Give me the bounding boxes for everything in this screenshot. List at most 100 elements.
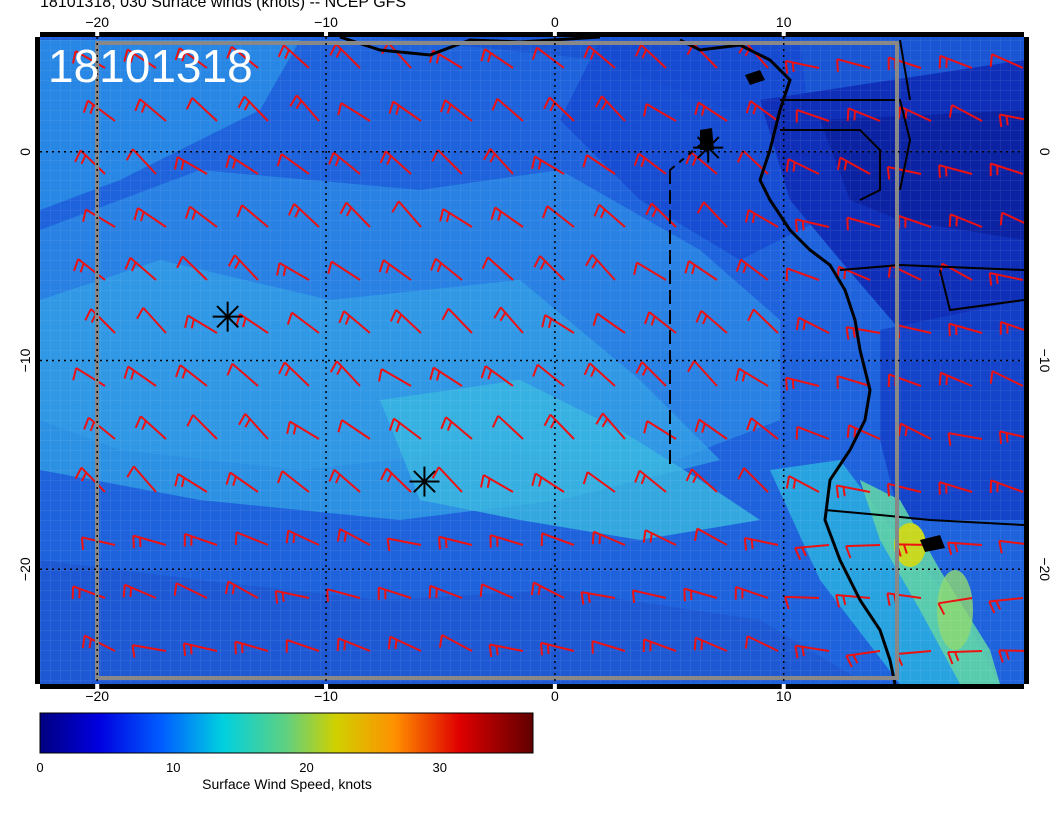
wind-barb — [836, 156, 871, 175]
wind-barb — [642, 529, 677, 546]
wind-barb — [836, 58, 871, 72]
wind-barb — [794, 644, 830, 659]
wind-barb — [329, 360, 361, 387]
wind-barb — [125, 148, 157, 175]
lon-tick-label-bottom: −10 — [314, 688, 338, 704]
wind-barb — [693, 636, 728, 652]
wind-barb — [938, 371, 973, 387]
wind-barb — [989, 479, 1024, 494]
wind-barb — [694, 418, 728, 440]
wind-barb — [743, 536, 779, 551]
wind-barb — [380, 467, 412, 493]
wind-barb — [998, 539, 1024, 554]
wind-barb — [429, 366, 463, 387]
wind-barb — [947, 541, 983, 556]
lon-tick-label-top: −20 — [85, 14, 109, 30]
wind-barb — [887, 703, 921, 716]
wind-barb — [480, 474, 514, 493]
storm-marker — [693, 132, 724, 163]
country-borders — [780, 39, 1024, 526]
wind-barb — [785, 475, 820, 493]
wind-barb — [120, 694, 156, 715]
wind-barb — [998, 113, 1024, 128]
wind-barb — [174, 156, 208, 175]
wind-barb — [175, 364, 208, 387]
wind-barb — [171, 692, 207, 715]
wind-barb — [542, 205, 575, 228]
colorbar-tick-label: 0 — [36, 760, 44, 775]
wind-barb — [72, 50, 106, 69]
wind-barb — [947, 432, 983, 446]
wind-barb — [988, 597, 1024, 614]
wind-barb — [999, 320, 1024, 335]
wind-barb — [491, 97, 524, 122]
wind-barb — [276, 153, 310, 175]
wind-barb — [493, 306, 524, 334]
wind-barb — [388, 100, 422, 122]
wind-barb — [438, 634, 473, 652]
wind-barb — [134, 415, 167, 440]
wind-barb — [836, 704, 870, 717]
wind-barb — [631, 589, 667, 604]
wind-barb — [430, 257, 463, 281]
wind-barb — [387, 635, 422, 652]
wind-barb — [273, 689, 309, 715]
storm-marker — [409, 466, 440, 497]
left-border — [35, 37, 40, 684]
lon-tick-label-top: 10 — [776, 14, 792, 30]
lon-tick-label-bottom: −20 — [85, 688, 109, 704]
wind-barb — [74, 149, 106, 175]
wind-barb — [391, 200, 422, 228]
wind-barb — [82, 99, 116, 122]
wind-barb — [339, 201, 371, 228]
axis-tick-labels: −20 −20 −10 −10 0 0 10 10 0 0 −10 −10 −20 −20 — [17, 14, 1053, 704]
lat-tick-label-left: −10 — [17, 348, 33, 372]
wind-barb — [441, 307, 473, 334]
wind-barb — [795, 108, 830, 123]
colorbar — [39, 712, 534, 754]
wind-barb — [289, 94, 320, 122]
wind-barb — [583, 45, 616, 69]
wind-barb — [490, 206, 524, 228]
date-stamp: 18101318 — [48, 40, 253, 92]
wind-barb — [630, 689, 666, 715]
wind-barb — [224, 580, 259, 599]
colorbar-label: Surface Wind Speed, knots — [202, 776, 372, 792]
wind-barb — [685, 468, 718, 493]
wind-barb — [795, 316, 830, 334]
wind-barb — [737, 467, 769, 493]
wind-barb — [278, 361, 310, 387]
wind-barb — [379, 150, 412, 175]
wind-barb — [286, 420, 320, 440]
wind-barb — [378, 368, 412, 387]
colorbar-ticks: 0 10 20 30 — [0, 760, 1056, 780]
lat-tick-label-left: 0 — [17, 148, 33, 156]
lon-tick-label-top: 0 — [551, 14, 559, 30]
top-border — [40, 32, 1024, 37]
bottom-border — [40, 684, 1024, 689]
wind-barb — [795, 425, 830, 440]
wind-barb — [531, 155, 565, 175]
wind-barb — [591, 640, 626, 654]
wind-barb — [337, 102, 371, 122]
wind-barb — [591, 530, 626, 546]
wind-barb — [845, 326, 881, 340]
wind-barbs — [71, 41, 1024, 717]
wind-barb — [286, 311, 320, 334]
wind-barb — [184, 314, 218, 334]
wind-barb — [174, 473, 208, 493]
wind-barb — [531, 46, 565, 69]
wind-barb — [234, 531, 269, 546]
wind-barb — [531, 472, 565, 493]
storm-marker — [212, 301, 243, 332]
wind-barb — [633, 261, 667, 281]
wind-barb — [477, 693, 513, 715]
lat-tick-label-right: −20 — [1037, 557, 1053, 581]
wind-barb — [287, 203, 320, 228]
right-border — [1024, 37, 1029, 684]
wind-barb — [491, 415, 524, 440]
wind-barb — [276, 262, 310, 281]
wind-barb — [185, 97, 218, 122]
wind-barb — [132, 534, 167, 549]
lon-tick-label-bottom: 0 — [551, 688, 559, 704]
